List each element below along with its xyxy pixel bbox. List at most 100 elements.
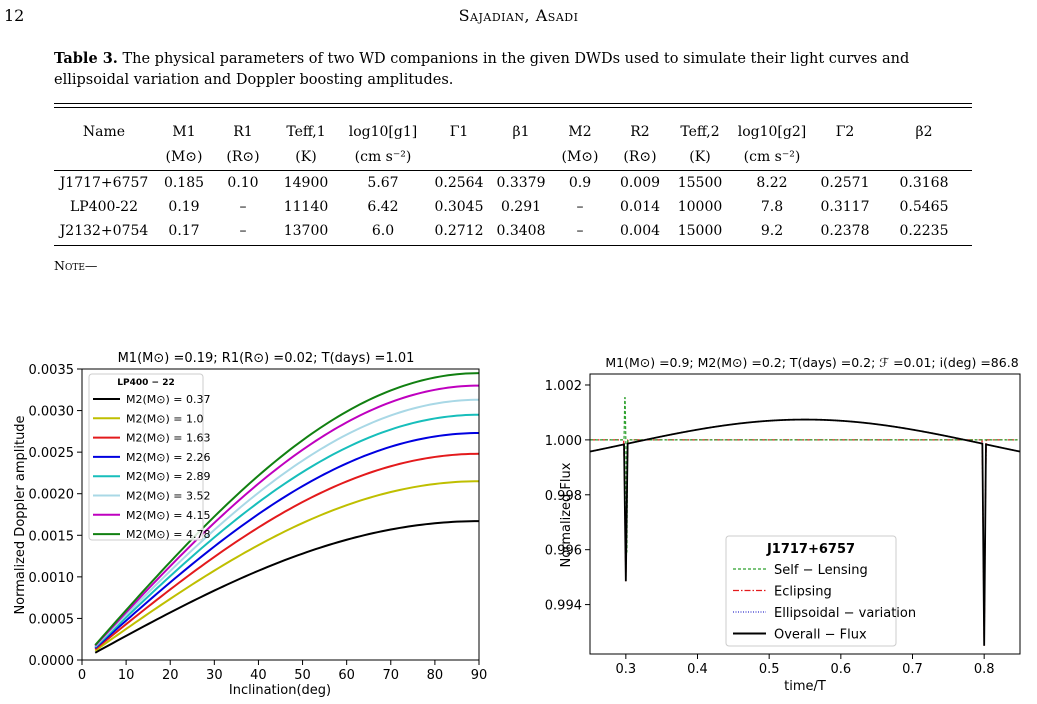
table-cell: 0.5465 bbox=[899, 199, 949, 215]
series-line bbox=[94, 432, 480, 649]
legend-label: M2(M⊙) = 3.52 bbox=[126, 490, 210, 503]
x-tick-label: 50 bbox=[294, 668, 311, 683]
table-cell: 11140 bbox=[283, 199, 329, 215]
table-cell: – bbox=[239, 199, 247, 215]
table-cell: 0.17 bbox=[168, 223, 200, 239]
table-cell: Teff,1 bbox=[286, 124, 326, 140]
table-cell: 0.3045 bbox=[434, 199, 484, 215]
y-tick-label: 0.0035 bbox=[29, 363, 75, 378]
table-cell: 0.19 bbox=[168, 199, 200, 215]
doppler-chart-ylabel: Normalized Doppler amplitude bbox=[13, 415, 28, 614]
table-cell: β2 bbox=[915, 124, 933, 140]
y-tick-label: 0.996 bbox=[545, 544, 582, 559]
table-cell: 14900 bbox=[272, 170, 340, 195]
table-cell: 0.2571 bbox=[814, 170, 876, 195]
x-tick-label: 0.3 bbox=[615, 662, 636, 677]
legend-label: M2(M⊙) = 2.26 bbox=[126, 451, 210, 464]
table-caption-label: Table 3. bbox=[54, 50, 118, 67]
table-cell: M2 bbox=[568, 124, 592, 140]
legend-label: M2(M⊙) = 0.37 bbox=[126, 393, 210, 406]
table-bottom-rule bbox=[54, 245, 972, 246]
table-cell: 10000 bbox=[677, 199, 723, 215]
table-cell: 13700 bbox=[283, 223, 329, 239]
x-tick-label: 0.5 bbox=[759, 662, 780, 677]
y-tick-label: 0.0015 bbox=[29, 529, 75, 544]
table-cell: – bbox=[576, 223, 584, 239]
table-cell: 0.2235 bbox=[899, 223, 949, 239]
table-cell: (M⊙) bbox=[165, 149, 203, 165]
table-note: Note— bbox=[54, 258, 98, 273]
table-cell bbox=[426, 144, 492, 171]
table-cell: 0.014 bbox=[619, 199, 661, 215]
light-curve-chart: M1(M⊙) =0.9; M2(M⊙) =0.2; T(days) =0.2; … bbox=[545, 355, 1021, 694]
x-tick-label: 0.4 bbox=[687, 662, 708, 677]
legend-label: M2(M⊙) = 2.89 bbox=[126, 470, 210, 483]
x-tick-label: 10 bbox=[118, 668, 135, 683]
table-cell: 15500 bbox=[670, 170, 730, 195]
legend-label: M2(M⊙) = 1.0 bbox=[126, 412, 203, 425]
table-cell: (K) bbox=[689, 149, 711, 165]
x-tick-label: 80 bbox=[427, 668, 444, 683]
x-tick-label: 0 bbox=[78, 668, 86, 683]
table-cell: 0.004 bbox=[619, 223, 661, 239]
table-cell: 8.22 bbox=[730, 170, 814, 195]
x-tick-label: 20 bbox=[162, 668, 179, 683]
table-cell bbox=[54, 144, 154, 171]
y-tick-label: 1.002 bbox=[545, 379, 582, 394]
table-header-row: Name M1 R1 Teff,1 log10[g1] Γ1 β1 M2 R2 Teff,2 log… bbox=[54, 120, 972, 144]
x-tick-label: 0.6 bbox=[830, 662, 851, 677]
table-cell: Γ1 bbox=[449, 124, 469, 140]
x-tick-label: 90 bbox=[471, 668, 488, 683]
table-cell: 7.8 bbox=[760, 199, 784, 215]
table-cell: – bbox=[239, 223, 247, 239]
table-cell: 0.3168 bbox=[876, 170, 972, 195]
table-cell: M1 bbox=[172, 124, 196, 140]
table-cell: J2132+0754 bbox=[59, 223, 149, 239]
table-row: J2132+0754 0.17 – 13700 6.0 0.2712 0.3408 – 0.00… bbox=[54, 219, 972, 243]
series-line bbox=[94, 372, 480, 646]
table-cell: (R⊙) bbox=[623, 149, 657, 165]
table-cell: 0.10 bbox=[214, 170, 272, 195]
legend-label: Ellipsoidal − variation bbox=[774, 606, 916, 621]
legend-box bbox=[88, 373, 204, 541]
table-cell: 6.0 bbox=[371, 223, 395, 239]
series-line bbox=[94, 398, 480, 648]
series-line bbox=[94, 480, 480, 652]
table-cell: 0.2378 bbox=[820, 223, 870, 239]
running-head: Sajadian, Asadi bbox=[458, 6, 579, 25]
light-curve-legend: J1717+6757 Self − Lensing Eclipsing Ellipso… bbox=[725, 535, 916, 647]
table-cell: J1717+6757 bbox=[54, 170, 154, 195]
table-cell: R1 bbox=[233, 124, 253, 140]
series-line bbox=[590, 397, 1020, 553]
table-cell: 0.3408 bbox=[496, 223, 546, 239]
light-curve-ylabel: Normalized Flux bbox=[559, 462, 574, 567]
y-tick-label: 0.0005 bbox=[29, 612, 75, 627]
legend-label: M2(M⊙) = 4.78 bbox=[126, 528, 210, 541]
table-caption: Table 3. The physical parameters of two … bbox=[54, 48, 984, 91]
table-cell: 0.009 bbox=[610, 170, 670, 195]
series-line bbox=[94, 520, 480, 654]
table-cell: 9.2 bbox=[760, 223, 784, 239]
legend-title: J1717+6757 bbox=[766, 542, 855, 557]
x-tick-label: 40 bbox=[250, 668, 267, 683]
light-curve-title: M1(M⊙) =0.9; M2(M⊙) =0.2; T(days) =0.2; … bbox=[605, 355, 1018, 370]
table-cell: log10[g2] bbox=[737, 124, 807, 140]
table-cell: 5.67 bbox=[340, 170, 426, 195]
table-row: LP400-22 0.19 – 11140 6.42 0.3045 0.291 – 0.014 1… bbox=[54, 195, 972, 219]
doppler-chart-xlabel: Inclination(deg) bbox=[229, 683, 331, 698]
legend-label: M2(M⊙) = 1.63 bbox=[126, 432, 210, 445]
series-line bbox=[94, 413, 480, 648]
y-tick-label: 0.0010 bbox=[29, 571, 75, 586]
y-tick-label: 0.0020 bbox=[29, 488, 75, 503]
x-tick-label: 0.8 bbox=[974, 662, 995, 677]
parameters-table: Name M1 R1 Teff,1 log10[g1] Γ1 β1 M2 R2 Teff,2 log… bbox=[54, 120, 972, 243]
legend-label: Self − Lensing bbox=[774, 563, 868, 578]
y-tick-label: 0.0025 bbox=[29, 446, 75, 461]
doppler-chart-legend: LP400 − 22 M2(M⊙) = 0.37 M2(M⊙) = 1.0 M2(M⊙… bbox=[88, 373, 210, 541]
table-cell: 0.2564 bbox=[426, 170, 492, 195]
table-cell: 0.291 bbox=[500, 199, 542, 215]
table-cell: Teff,2 bbox=[680, 124, 720, 140]
table-cell: (cm s⁻²) bbox=[354, 149, 412, 165]
x-tick-label: 0.7 bbox=[902, 662, 923, 677]
doppler-chart-title: M1(M⊙) =0.19; R1(R⊙) =0.02; T(days) =1.0… bbox=[118, 351, 415, 366]
